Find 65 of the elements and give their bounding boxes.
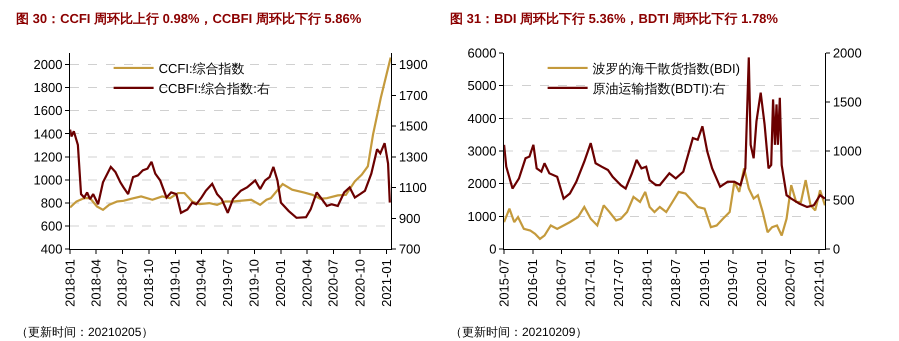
x-tick-label: 2016-01 [525, 259, 540, 307]
legend-label: CCBFI:综合指数:右 [158, 80, 270, 96]
y2-tick-label: 1100 [398, 180, 427, 196]
y2-tick-label: 1900 [398, 57, 428, 72]
y2-tick-label: 1500 [832, 94, 862, 110]
legend-label: CCFI:综合指数 [158, 61, 245, 76]
y2-tick-label: 500 [832, 192, 855, 208]
x-tick-label: 2020-07 [782, 259, 798, 307]
y2-tick-label: 1000 [832, 144, 862, 159]
legend-label: 波罗的海干散货指数(BDI) [592, 61, 740, 76]
x-tick-label: 2019-07 [220, 259, 235, 307]
y-tick-label: 3000 [468, 144, 496, 159]
x-tick-label: 2017-01 [582, 259, 598, 307]
x-tick-label: 2019-01 [168, 259, 183, 307]
y-tick-label: 2000 [34, 57, 62, 72]
y-tick-label: 4000 [468, 110, 496, 126]
y2-tick-label: 0 [832, 242, 840, 257]
y-tick-label: 1600 [34, 103, 62, 118]
x-tick-label: 2020-01 [754, 259, 770, 307]
x-tick-label: 2020-07 [326, 259, 341, 307]
legend-label: 原油运输指数(BDTI):右 [592, 80, 726, 96]
y-tick-label: 1400 [34, 126, 62, 142]
y-tick-label: 1800 [34, 80, 62, 96]
x-tick-label: 2016-07 [554, 259, 569, 307]
x-tick-label: 2019-10 [246, 259, 262, 307]
x-tick-label: 2019-04 [194, 259, 209, 307]
y2-tick-label: 900 [398, 210, 421, 226]
x-tick-label: 2018-07 [114, 259, 130, 307]
chart-title: 图 31：BDI 周环比下行 5.36%，BDTI 周环比下行 1.78% [450, 11, 778, 26]
line-series [504, 167, 826, 240]
x-tick-label: 2018-10 [141, 259, 156, 307]
x-tick-label: 2020-04 [299, 259, 314, 307]
y-tick-label: 800 [40, 195, 62, 210]
y-tick-label: 400 [40, 242, 62, 257]
y2-tick-label: 1300 [398, 149, 428, 164]
x-tick-label: 2020-10 [352, 259, 368, 307]
y2-tick-label: 700 [398, 242, 421, 257]
y-tick-label: 600 [40, 218, 62, 234]
y2-tick-label: 1700 [398, 88, 428, 103]
x-tick-label: 2021-01 [378, 259, 394, 307]
x-tick-label: 2019-07 [725, 259, 740, 307]
x-tick-label: 2020-01 [273, 259, 288, 307]
x-tick-label: 2021-01 [811, 259, 826, 307]
y-tick-label: 5000 [468, 78, 496, 94]
x-tick-label: 2018-01 [640, 259, 655, 307]
line-series [504, 56, 826, 208]
x-tick-label: 2017-07 [610, 259, 626, 307]
chart-title: 图 30：CCFI 周环比上行 0.98%，CCBFI 周环比下行 5.86% [16, 11, 362, 26]
x-tick-label: 2018-07 [668, 259, 684, 307]
y-tick-label: 1000 [468, 208, 496, 224]
text: （更新时间：20210205） [16, 325, 154, 339]
y-tick-label: 1000 [34, 172, 62, 188]
text: （更新时间：20210209） [450, 325, 588, 339]
x-tick-label: 2018-01 [62, 259, 78, 307]
y-tick-label: 2000 [468, 176, 496, 192]
y-tick-label: 0 [489, 242, 496, 257]
y2-tick-label: 2000 [832, 46, 862, 61]
y-tick-label: 1200 [34, 149, 62, 164]
line-series [70, 56, 392, 211]
x-tick-label: 2015-07 [496, 259, 512, 307]
line-series [70, 128, 391, 219]
x-tick-label: 2019-01 [696, 259, 712, 307]
y2-tick-label: 1500 [398, 118, 428, 134]
x-tick-label: 2018-04 [88, 259, 104, 307]
y-tick-label: 6000 [468, 46, 496, 61]
